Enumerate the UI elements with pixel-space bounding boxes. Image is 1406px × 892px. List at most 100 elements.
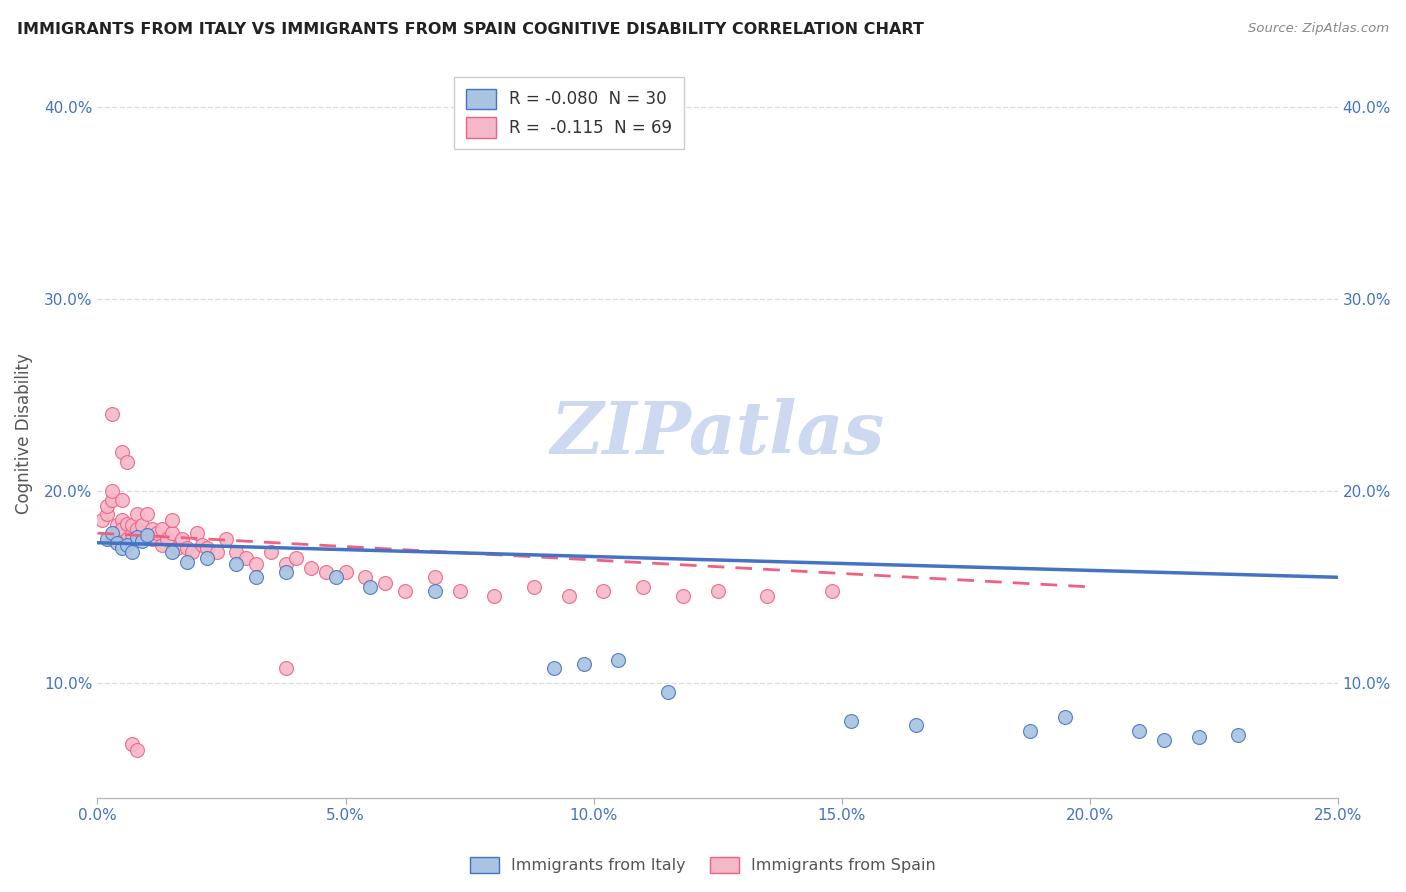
Point — [131, 533, 153, 548]
Point — [150, 522, 173, 536]
Point — [101, 493, 124, 508]
Point — [423, 583, 446, 598]
Point — [101, 483, 124, 498]
Point — [235, 551, 257, 566]
Point — [127, 507, 149, 521]
Point — [146, 532, 169, 546]
Point — [1053, 710, 1076, 724]
Point — [170, 532, 193, 546]
Point — [1128, 723, 1150, 738]
Point — [176, 555, 198, 569]
Point — [484, 590, 506, 604]
Point — [284, 551, 307, 566]
Point — [821, 583, 844, 598]
Point — [335, 565, 357, 579]
Point — [111, 513, 134, 527]
Point — [1188, 730, 1211, 744]
Point — [325, 570, 347, 584]
Point — [127, 743, 149, 757]
Point — [121, 526, 143, 541]
Point — [359, 580, 381, 594]
Point — [186, 526, 208, 541]
Point — [449, 583, 471, 598]
Point — [160, 526, 183, 541]
Point — [180, 545, 202, 559]
Point — [558, 590, 581, 604]
Point — [141, 522, 163, 536]
Point — [706, 583, 728, 598]
Point — [121, 532, 143, 546]
Point — [101, 526, 124, 541]
Text: Source: ZipAtlas.com: Source: ZipAtlas.com — [1249, 22, 1389, 36]
Point — [105, 526, 128, 541]
Point — [111, 493, 134, 508]
Point — [904, 718, 927, 732]
Point — [299, 560, 322, 574]
Point — [195, 541, 218, 556]
Point — [274, 660, 297, 674]
Point — [841, 714, 863, 729]
Point — [672, 590, 695, 604]
Point — [121, 737, 143, 751]
Point — [96, 500, 118, 514]
Point — [141, 532, 163, 546]
Text: IMMIGRANTS FROM ITALY VS IMMIGRANTS FROM SPAIN COGNITIVE DISABILITY CORRELATION : IMMIGRANTS FROM ITALY VS IMMIGRANTS FROM… — [17, 22, 924, 37]
Legend: R = -0.080  N = 30, R =  -0.115  N = 69: R = -0.080 N = 30, R = -0.115 N = 69 — [454, 77, 683, 149]
Point — [245, 557, 267, 571]
Point — [756, 590, 779, 604]
Point — [105, 518, 128, 533]
Point — [121, 545, 143, 559]
Point — [115, 455, 138, 469]
Point — [91, 513, 114, 527]
Point — [111, 445, 134, 459]
Point — [205, 545, 228, 559]
Point — [423, 570, 446, 584]
Point — [572, 657, 595, 671]
Point — [150, 538, 173, 552]
Point — [315, 565, 337, 579]
Point — [543, 660, 565, 674]
Point — [111, 522, 134, 536]
Point — [131, 518, 153, 533]
Point — [127, 530, 149, 544]
Point — [1227, 728, 1250, 742]
Point — [156, 532, 179, 546]
Point — [121, 518, 143, 533]
Point — [195, 551, 218, 566]
Point — [131, 526, 153, 541]
Point — [1153, 733, 1175, 747]
Legend: Immigrants from Italy, Immigrants from Spain: Immigrants from Italy, Immigrants from S… — [464, 850, 942, 880]
Point — [111, 541, 134, 556]
Point — [657, 685, 679, 699]
Point — [274, 557, 297, 571]
Point — [260, 545, 283, 559]
Point — [245, 570, 267, 584]
Point — [146, 526, 169, 541]
Point — [215, 532, 238, 546]
Point — [115, 532, 138, 546]
Point — [274, 565, 297, 579]
Point — [115, 538, 138, 552]
Point — [225, 557, 247, 571]
Point — [136, 507, 159, 521]
Point — [101, 407, 124, 421]
Point — [592, 583, 614, 598]
Point — [96, 507, 118, 521]
Point — [160, 513, 183, 527]
Point — [607, 653, 630, 667]
Text: ZIPatlas: ZIPatlas — [551, 398, 884, 469]
Point — [225, 545, 247, 559]
Point — [160, 545, 183, 559]
Point — [96, 532, 118, 546]
Point — [176, 541, 198, 556]
Point — [354, 570, 377, 584]
Point — [374, 576, 396, 591]
Point — [105, 535, 128, 549]
Point — [136, 530, 159, 544]
Point — [127, 522, 149, 536]
Point — [631, 580, 654, 594]
Point — [394, 583, 416, 598]
Point — [115, 516, 138, 531]
Point — [523, 580, 546, 594]
Point — [136, 528, 159, 542]
